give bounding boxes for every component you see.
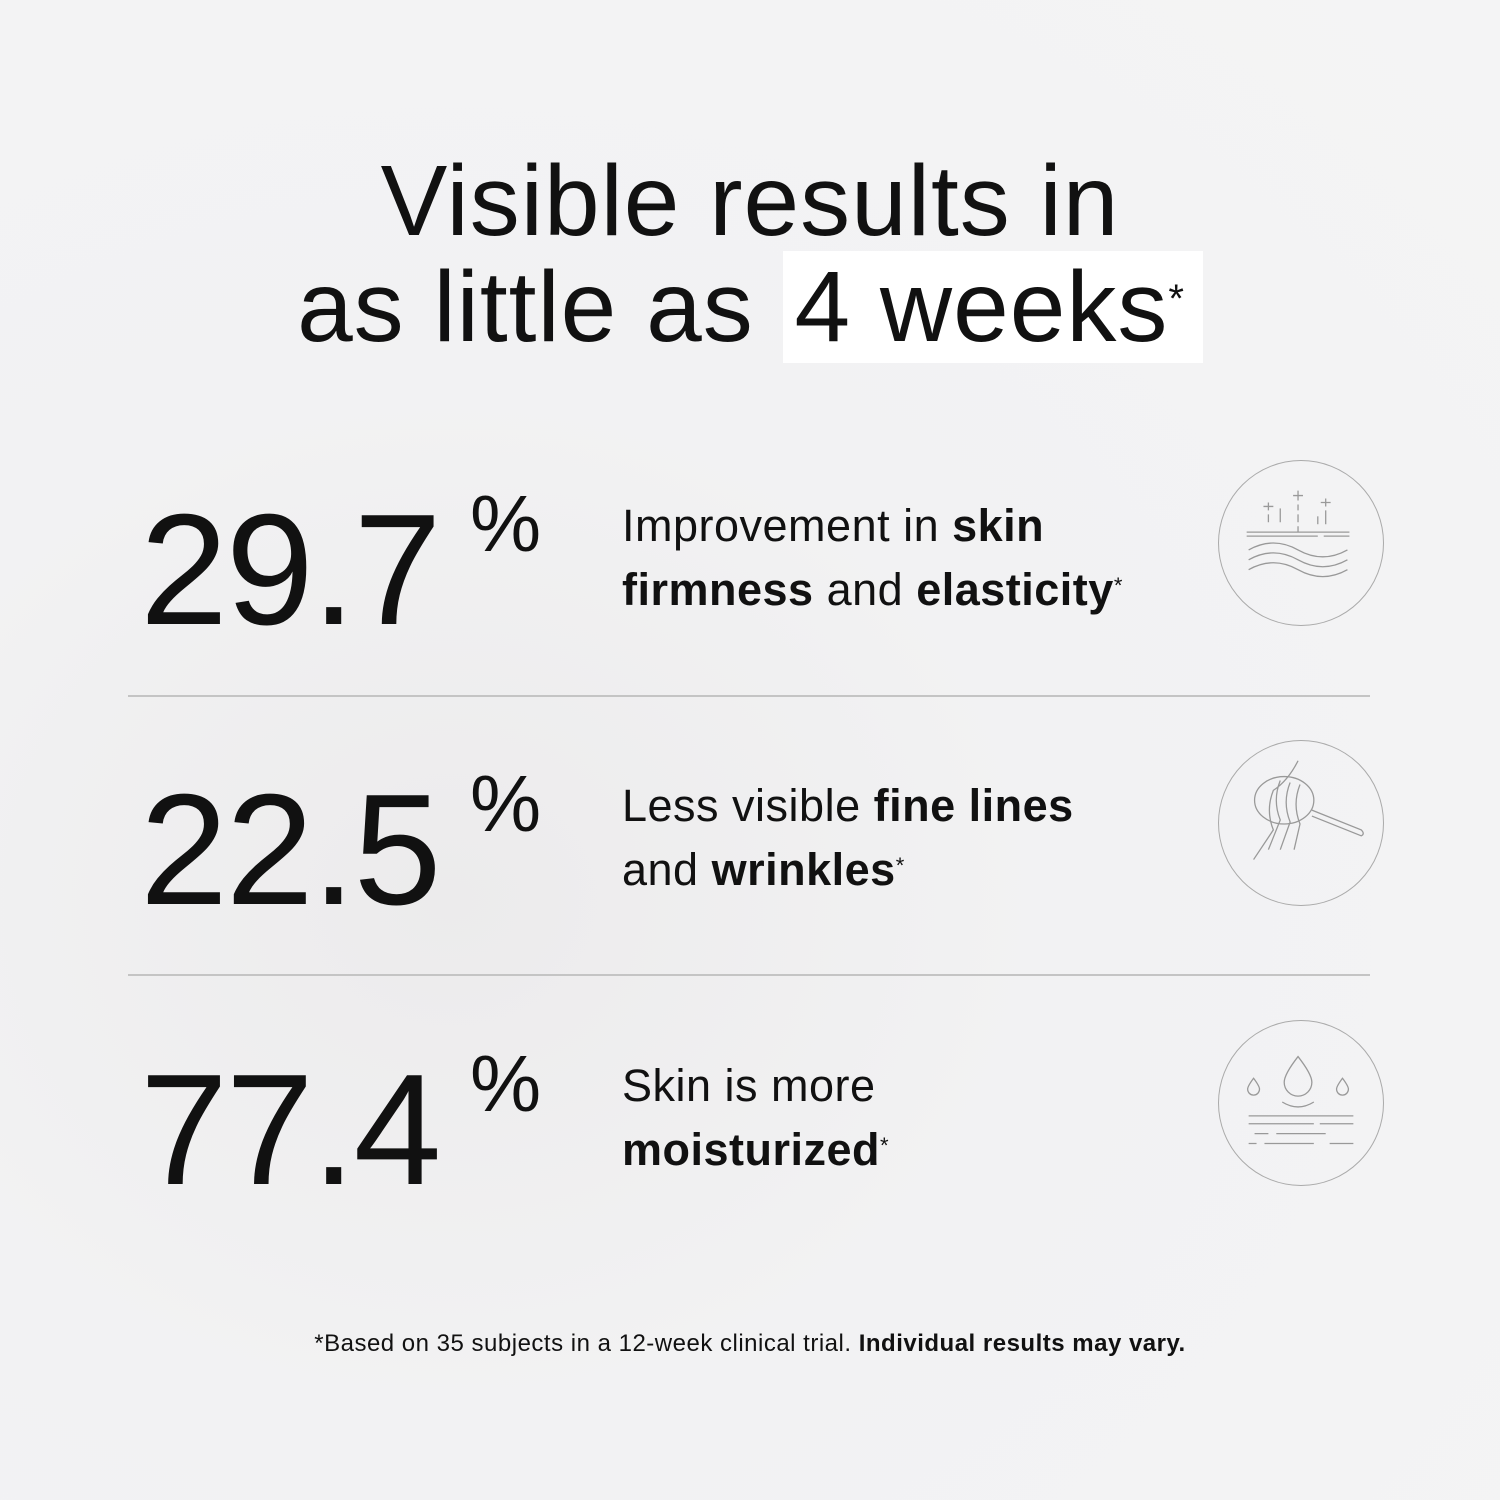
stat-row: 77.4 % Skin is more moisturized*	[0, 1020, 1500, 1250]
stat-unit: %	[470, 1039, 542, 1128]
description-text: Improvement in	[622, 500, 953, 551]
stat-unit: %	[470, 759, 542, 848]
stat-row: 22.5 % Less visible fine lines and wrinkl…	[0, 740, 1500, 970]
stat-description: Less visible fine lines and wrinkles*	[622, 774, 1074, 902]
asterisk: *	[895, 853, 905, 878]
divider	[128, 695, 1370, 697]
stat-description: Skin is more moisturized*	[622, 1054, 889, 1182]
description-text: and	[813, 564, 917, 615]
water-drops-icon	[1218, 1020, 1384, 1186]
description-text: Skin is more	[622, 1060, 876, 1111]
emphasis-text: moisturized	[622, 1124, 881, 1175]
description-text: Less visible	[622, 780, 874, 831]
emphasis-text: skin	[952, 500, 1045, 551]
stat-value: 22.5	[140, 762, 442, 938]
asterisk: *	[880, 1133, 890, 1158]
headline-highlight: 4 weeks*	[782, 251, 1203, 363]
asterisk: *	[1113, 573, 1123, 598]
stat-unit: %	[470, 479, 542, 568]
headline: Visible results in as little as 4 weeks*	[0, 145, 1500, 363]
emphasis-text: wrinkles	[711, 844, 896, 895]
skin-firmness-icon	[1218, 460, 1384, 626]
headline-line-2: as little as 4 weeks*	[0, 251, 1500, 363]
stat-value: 77.4	[140, 1042, 442, 1218]
divider	[128, 974, 1370, 976]
emphasis-text: firmness	[622, 564, 814, 615]
footnote: *Based on 35 subjects in a 12-week clini…	[314, 1330, 1186, 1357]
description-text: and	[622, 844, 712, 895]
emphasis-text: elasticity	[916, 564, 1114, 615]
magnifier-wrinkles-icon	[1218, 740, 1384, 906]
stat-row: 29.7 % Improvement in skin firmness and e…	[0, 460, 1500, 690]
stat-description: Improvement in skin firmness and elastici…	[622, 494, 1123, 622]
headline-line-1: Visible results in	[380, 145, 1120, 257]
stat-value: 29.7	[140, 482, 442, 658]
emphasis-text: fine lines	[873, 780, 1074, 831]
